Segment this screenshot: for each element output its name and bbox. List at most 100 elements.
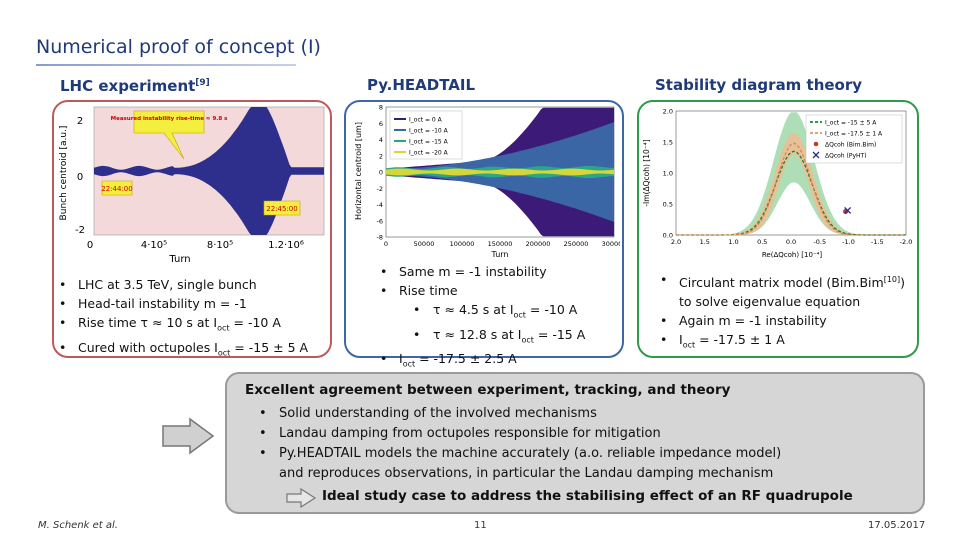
experiment-bullets: LHC at 3.5 TeV, single bunch Head-tail i… [56,275,328,362]
theory-xlabel: Re(ΔQcoh) [10⁻⁴] [762,251,823,259]
svg-text:I_oct = -15 ± 5 A: I_oct = -15 ± 5 A [825,120,877,127]
slide-date: 17.05.2017 [868,520,926,531]
summary-bullets: Solid understanding of the involved mech… [253,404,913,484]
pyheadtail-xtick: 50000 [414,240,435,248]
list-item: Cured with octupoles Ioct = -15 ± 5 A [56,338,328,363]
theory-band-orange [676,132,906,235]
experiment-heading: LHC experiment[9] [60,77,210,95]
list-item: Rise time τ ≈ 10 s at Ioct = -10 A [56,313,328,338]
right-arrow-icon [162,417,215,455]
experiment-xaxis: 0 4·10⁵ 8·10⁵ 1.2·10⁶ Turn [87,240,304,264]
list-item: τ ≈ 12.8 s at Ioct = -15 A [377,325,622,350]
theory-ytick: 1.5 [663,139,673,147]
list-item: Ioct = -17.5 ± 1 A [657,330,917,355]
list-item: Again m = -1 instability [657,311,917,330]
list-item: τ ≈ 4.5 s at Ioct = -10 A [377,300,622,325]
pyheadtail-ytick: 4 [379,136,383,144]
list-item: Landau damping from octupoles responsibl… [253,424,913,444]
theory-ytick: 0.5 [663,201,673,209]
pyheadtail-yticks: 8 6 4 2 0 -2 -4 -6 -8 [377,104,383,242]
pyheadtail-ylabel: Horizontal centroid [um] [354,122,363,220]
experiment-ytick: 0 [77,172,83,183]
summary-title: Excellent agreement between experiment, … [245,382,731,398]
pyheadtail-ytick: 8 [379,104,383,112]
theory-yticks: 2.0 1.5 1.0 0.5 0.0 [663,108,673,240]
pyheadtail-bullets: Same m = -1 instability Rise time τ ≈ 4.… [377,262,622,374]
theory-xtick: 1.5 [700,238,710,246]
time-callout-right: 22:45:00 [263,200,301,216]
pyheadtail-ytick: -2 [377,185,383,193]
pyheadtail-xtick: 300000 [602,240,620,248]
small-arrow-icon [286,488,317,508]
experiment-xtick: 0 [87,240,93,251]
slide-title: Numerical proof of concept (I) [36,36,321,58]
theory-xtick: 1.0 [728,238,738,246]
pyheadtail-ytick: 2 [379,152,383,160]
theory-line-orange [676,142,906,236]
theory-legend: I_oct = -15 ± 5 A I_oct = -17.5 ± 1 A ΔQ… [805,114,903,164]
pyheadtail-xticks: 0 50000 100000 150000 200000 250000 300000 [384,240,620,248]
pyheadtail-ytick: 0 [379,169,383,177]
theory-chart: -Im(ΔQcoh) [10⁻⁴] 2.0 1.5 1.0 0.5 0.0 2.0 1.5… [642,108,913,260]
summary-conclusion: Ideal study case to address the stabilis… [322,488,853,504]
pyheadtail-xlabel: Turn [491,250,509,259]
svg-text:I_oct = -10 A: I_oct = -10 A [409,128,449,135]
theory-ytick: 1.0 [663,170,673,178]
pyheadtail-xtick: 100000 [450,240,475,248]
list-item: Solid understanding of the involved mech… [253,404,913,424]
experiment-chart: Bunch centroid [a.u.] 2 0 -2 Measured in… [59,106,325,236]
theory-ylabel: -Im(ΔQcoh) [10⁻⁴] [642,139,651,206]
pyheadtail-ytick: -4 [377,201,383,209]
title-underline [36,64,296,66]
experiment-ytick: 2 [77,116,83,127]
theory-ytick: 2.0 [663,108,673,116]
pyheadtail-xtick: 200000 [526,240,551,248]
experiment-xtick: 4·10⁵ [141,240,167,251]
experiment-xlabel: Turn [168,254,190,264]
theory-xtick: -0.5 [813,238,826,246]
list-item: and reproduces observations, in particul… [279,466,774,481]
experiment-callout-text: Measured instability rise-time ≈ 9.8 s [111,116,228,122]
svg-text:I_oct = 0 A: I_oct = 0 A [409,117,443,124]
svg-text:I_oct = -15 A: I_oct = -15 A [409,139,449,146]
list-item: Head-tail instability m = -1 [56,294,328,313]
pyheadtail-ytick: 6 [379,120,383,128]
list-item: Ioct = -17.5 ± 2.5 A [377,349,622,374]
list-item: Rise time [377,281,622,300]
list-item: LHC at 3.5 TeV, single bunch [56,275,328,294]
theory-xtick: 0.5 [757,238,767,246]
pyheadtail-legend: I_oct = 0 A I_oct = -10 A I_oct = -15 A … [389,110,463,160]
time-callout-left: 22:44:00 [101,180,133,196]
summary-box: Excellent agreement between experiment, … [225,372,925,514]
theory-bullets: Circulant matrix model (Bim.Bim[10]) to … [657,270,917,355]
theory-xticks: 2.0 1.5 1.0 0.5 0.0 -0.5 -1.0 -1.5 -2.0 [671,238,913,246]
experiment-callout: Measured instability rise-time ≈ 9.8 s [111,110,228,160]
list-item: Same m = -1 instability [377,262,622,281]
theory-xtick: -1.0 [842,238,855,246]
pyheadtail-xtick: 150000 [488,240,513,248]
page-number: 11 [474,520,487,531]
pyheadtail-ytick: -8 [377,234,383,242]
theory-panel [637,100,919,358]
experiment-ylabel: Bunch centroid [a.u.] [59,126,69,221]
svg-text:I_oct = -17.5 ± 1 A: I_oct = -17.5 ± 1 A [825,131,883,138]
theory-point-pyht [844,206,852,214]
pyheadtail-series-20A [386,168,614,176]
pyheadtail-xtick: 0 [384,240,388,248]
svg-text:I_oct = -20 A: I_oct = -20 A [409,150,449,157]
theory-xtick: -2.0 [900,238,913,246]
svg-text:ΔQcoh (PyHT): ΔQcoh (PyHT) [825,153,867,160]
svg-text:22:44:00: 22:44:00 [101,185,132,193]
experiment-ytick: -2 [75,225,85,236]
theory-xtick: 2.0 [671,238,681,246]
footer-author: M. Schenk et al. [38,520,118,531]
svg-text:22:45:00: 22:45:00 [266,205,297,213]
theory-ytick: 0.0 [663,232,673,240]
svg-text:ΔQcoh (Bim.Bim): ΔQcoh (Bim.Bim) [825,142,876,149]
list-item: Circulant matrix model (Bim.Bim[10]) to … [657,270,917,311]
experiment-xtick: 8·10⁵ [207,240,233,251]
list-item: Py.HEADTAIL models the machine accuratel… [253,444,913,464]
theory-heading: Stability diagram theory [655,76,863,94]
pyheadtail-chart: Horizontal centroid [um] 8 6 4 2 0 -2 -4 -6 -8 0… [354,104,620,260]
pyheadtail-xtick: 250000 [564,240,589,248]
